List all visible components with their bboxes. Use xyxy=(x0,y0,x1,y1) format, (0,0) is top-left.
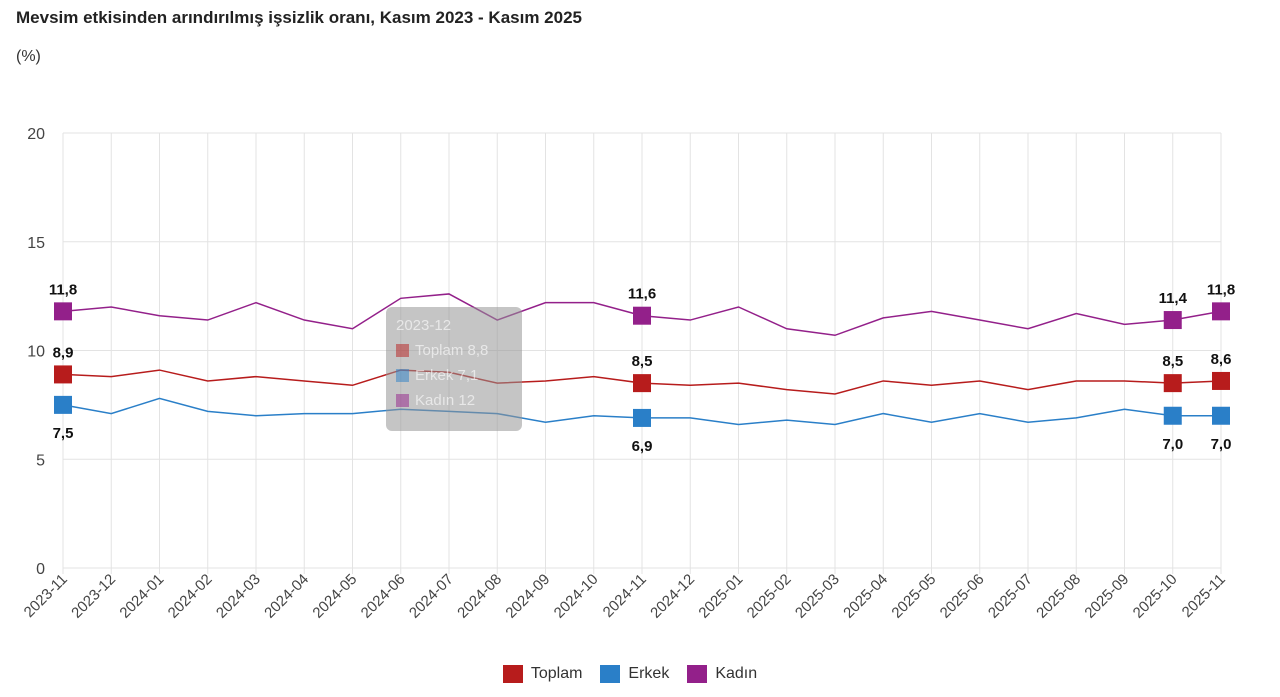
data-point-marker xyxy=(54,365,72,384)
kadin-legend-swatch-icon xyxy=(687,665,708,683)
x-tick-label: 2023-12 xyxy=(68,571,119,622)
data-point-marker xyxy=(54,395,72,414)
y-tick-label: 0 xyxy=(36,561,45,578)
legend-item-erkek[interactable]: Erkek xyxy=(600,665,669,683)
data-label: 6,9 xyxy=(632,438,653,455)
x-tick-label: 2024-09 xyxy=(502,571,553,622)
x-tick-label: 2024-04 xyxy=(261,571,312,622)
x-tick-label: 2023-11 xyxy=(21,571,71,621)
tooltip-row-kadin: Kadın 12 xyxy=(396,392,512,409)
x-tick-label: 2024-11 xyxy=(600,571,650,621)
x-tick-label: 2025-11 xyxy=(1179,571,1229,621)
legend-label: Toplam xyxy=(530,665,583,682)
x-tick-label: 2024-08 xyxy=(454,571,505,622)
x-tick-label: 2025-04 xyxy=(840,571,891,622)
data-point-marker xyxy=(1163,374,1182,393)
y-tick-label: 20 xyxy=(27,126,45,143)
tooltip-toplam: Toplam 8,8 xyxy=(415,342,489,359)
x-tick-label: 2024-12 xyxy=(647,571,698,622)
x-tick-label: 2024-01 xyxy=(116,571,167,622)
unit-label: (%) xyxy=(16,48,41,65)
data-label: 11,4 xyxy=(1159,290,1188,307)
data-point-marker xyxy=(1212,371,1230,390)
x-tick-label: 2024-05 xyxy=(309,571,360,622)
x-tick-label: 2025-06 xyxy=(937,571,988,622)
chart-title: Mevsim etkisinden arındırılmış işsizlik … xyxy=(16,8,582,27)
y-tick-label: 15 xyxy=(27,235,45,252)
x-tick-label: 2024-10 xyxy=(551,571,602,622)
legend-item-kadin[interactable]: Kadın xyxy=(687,665,757,683)
x-tick-label: 2025-01 xyxy=(695,571,746,622)
toplam-legend-swatch-icon xyxy=(502,665,523,683)
kadin-swatch-icon xyxy=(396,394,409,407)
data-point-marker xyxy=(1163,311,1182,330)
data-label: 11,8 xyxy=(49,281,77,298)
x-tick-label: 2024-03 xyxy=(213,571,264,622)
data-point-marker xyxy=(633,374,651,393)
legend: Toplam Erkek Kadın xyxy=(0,665,1260,683)
data-label: 11,8 xyxy=(1207,281,1235,298)
tooltip-kadin: Kadın 12 xyxy=(415,392,476,409)
data-point-marker xyxy=(1163,406,1182,425)
y-tick-label: 10 xyxy=(27,344,45,361)
data-label: 11,6 xyxy=(628,286,656,303)
x-tick-label: 2024-02 xyxy=(165,571,216,622)
data-label: 7,0 xyxy=(1162,436,1183,453)
x-tick-label: 2025-07 xyxy=(985,571,1036,622)
tooltip: 2023-12 Toplam 8,8 Erkek 7,1 Kadın 12 xyxy=(386,307,522,431)
x-tick-label: 2025-10 xyxy=(1130,571,1181,622)
x-tick-label: 2025-05 xyxy=(888,571,939,622)
data-point-marker xyxy=(633,306,651,325)
x-tick-label: 2025-03 xyxy=(792,571,843,622)
toplam-swatch-icon xyxy=(396,344,409,357)
tooltip-title: 2023-12 xyxy=(396,317,452,334)
data-point-marker xyxy=(633,408,651,427)
data-point-marker xyxy=(1212,406,1230,425)
data-point-marker xyxy=(54,302,72,321)
data-label: 8,6 xyxy=(1211,351,1232,368)
y-tick-label: 5 xyxy=(36,452,45,469)
x-tick-label: 2024-06 xyxy=(358,571,409,622)
data-label: 7,5 xyxy=(53,425,74,442)
erkek-swatch-icon xyxy=(396,369,409,382)
legend-label: Erkek xyxy=(628,665,670,682)
legend-item-toplam[interactable]: Toplam xyxy=(502,665,583,683)
data-label: 8,9 xyxy=(53,344,74,361)
data-label: 7,0 xyxy=(1211,436,1232,453)
data-label: 8,5 xyxy=(632,353,653,370)
x-tick-label: 2025-09 xyxy=(1081,571,1132,622)
x-tick-label: 2025-02 xyxy=(744,571,795,622)
legend-label: Kadın xyxy=(715,665,758,682)
tooltip-erkek: Erkek 7,1 xyxy=(415,367,479,384)
x-tick-label: 2024-07 xyxy=(406,571,457,622)
data-point-marker xyxy=(1212,302,1230,321)
x-tick-label: 2025-08 xyxy=(1033,571,1084,622)
erkek-legend-swatch-icon xyxy=(600,665,621,683)
tooltip-row-toplam: Toplam 8,8 xyxy=(396,342,512,359)
data-label: 8,5 xyxy=(1162,353,1183,370)
tooltip-row-erkek: Erkek 7,1 xyxy=(396,367,512,384)
